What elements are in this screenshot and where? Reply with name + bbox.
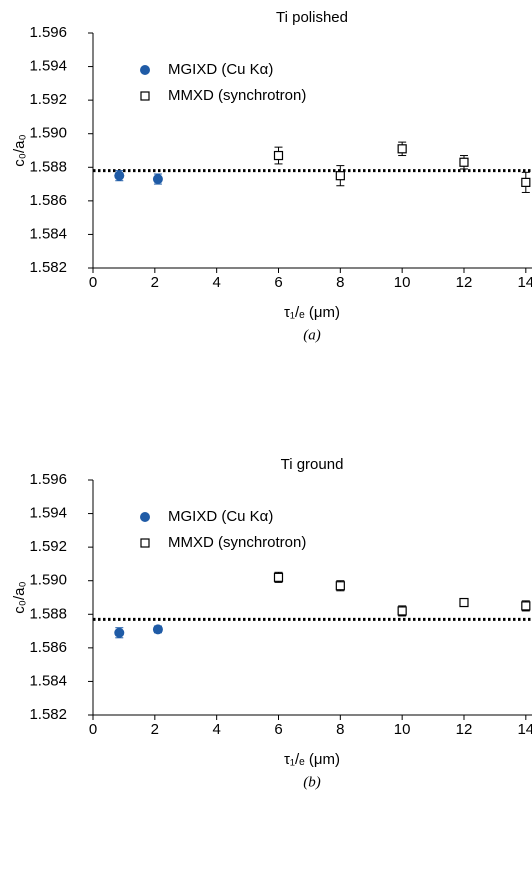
y-tick-label: 1.586 [29,192,67,209]
y-tick-label: 1.584 [29,672,67,689]
point [397,144,407,154]
point [273,572,284,582]
x-tick-label: 12 [456,721,473,738]
y-tick-label: 1.594 [29,58,67,75]
x-axis-label: τ₁/ₑ (μm) [284,304,340,321]
x-tick-label: 0 [89,721,97,738]
point [459,157,469,167]
y-axis-label: c₀/a₀ [11,134,28,166]
y-tick-label: 1.596 [29,24,67,41]
y-tick-label: 1.594 [29,505,67,522]
point [335,581,345,591]
point [152,624,163,635]
x-tick-label: 2 [151,274,159,291]
x-tick-label: 6 [274,274,282,291]
x-tick-label: 6 [274,721,282,738]
y-tick-label: 1.582 [29,706,67,723]
x-tick-label: 4 [212,274,220,291]
chart-title: Ti polished [276,9,348,26]
y-tick-label: 1.596 [29,471,67,488]
x-tick-label: 0 [89,274,97,291]
x-tick-label: 14 [517,274,532,291]
point [152,174,163,185]
point [459,597,469,608]
y-tick-label: 1.584 [29,225,67,242]
legend-label: MGIXD (Cu Kα) [168,508,273,525]
y-axis-label: c₀/a₀ [11,581,28,613]
point [521,601,531,611]
y-tick-label: 1.582 [29,259,67,276]
y-tick-label: 1.590 [29,572,67,589]
legend-marker [140,91,150,101]
x-tick-label: 14 [517,721,532,738]
panel-label: (b) [303,774,321,790]
legend-label: MGIXD (Cu Kα) [168,61,273,78]
y-tick-label: 1.586 [29,639,67,656]
x-tick-label: 8 [336,274,344,291]
y-tick-label: 1.588 [29,605,67,622]
x-tick-label: 8 [336,721,344,738]
point [397,606,407,616]
point [114,170,125,181]
y-tick-label: 1.592 [29,91,67,108]
point [521,177,531,187]
x-tick-label: 2 [151,721,159,738]
x-axis-label: τ₁/ₑ (μm) [284,751,340,768]
panel-label: (a) [303,327,321,343]
point [335,171,345,181]
x-tick-label: 12 [456,274,473,291]
x-tick-label: 10 [394,274,411,291]
y-tick-label: 1.590 [29,125,67,142]
x-tick-label: 4 [212,721,220,738]
y-tick-label: 1.592 [29,538,67,555]
legend-marker [140,65,150,75]
y-tick-label: 1.588 [29,158,67,175]
legend-label: MMXD (synchrotron) [168,87,306,104]
x-tick-label: 10 [394,721,411,738]
legend-marker [140,512,150,522]
legend-label: MMXD (synchrotron) [168,534,306,551]
chart-title: Ti ground [281,456,344,473]
point [114,627,125,638]
legend-marker [140,538,150,548]
point [273,150,284,161]
